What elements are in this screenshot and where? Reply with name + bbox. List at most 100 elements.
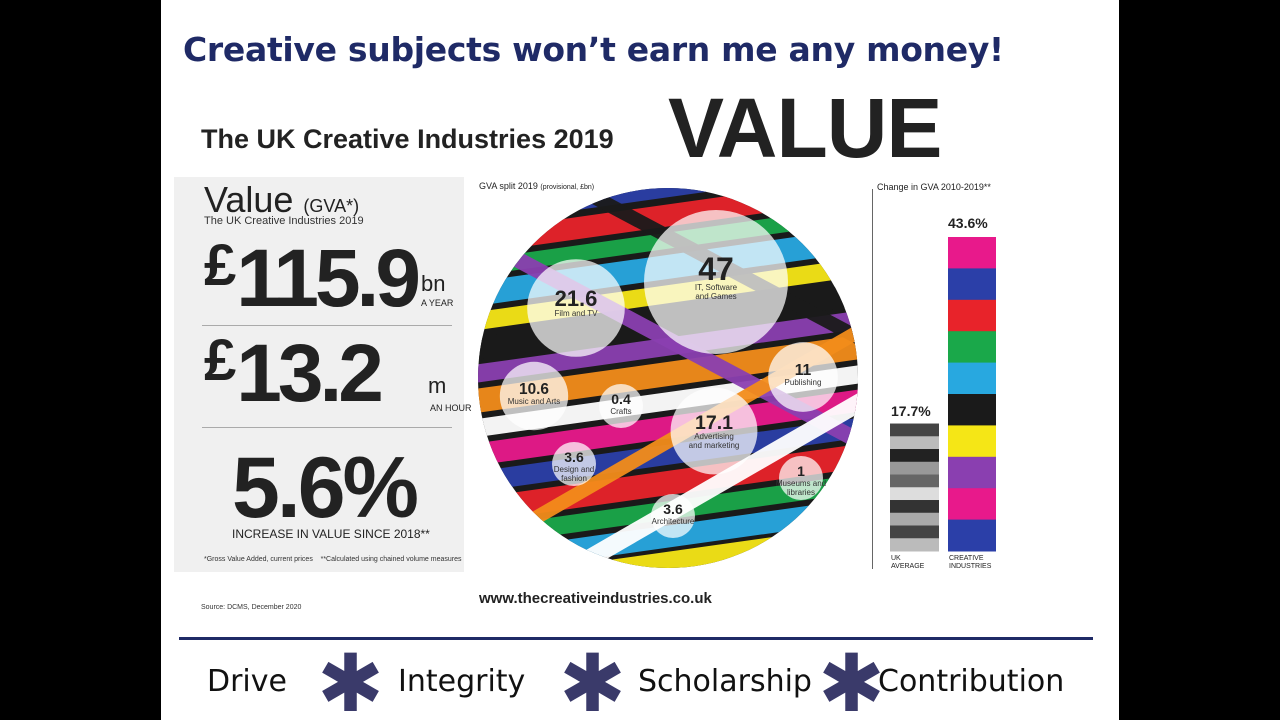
bar-segment xyxy=(948,425,996,458)
bubble-label: Crafts xyxy=(610,407,631,416)
bar-segment xyxy=(948,268,996,301)
bar-segment xyxy=(948,456,996,489)
divider xyxy=(202,427,452,428)
value-panel-title-suffix: (GVA*) xyxy=(303,196,360,216)
bubble-value: 3.6 xyxy=(663,501,683,517)
bar-segment xyxy=(948,488,996,521)
bubble xyxy=(552,442,596,486)
bubble-label: fashion xyxy=(561,474,587,483)
divider xyxy=(202,325,452,326)
change-bars xyxy=(890,237,996,552)
bubble xyxy=(651,494,695,538)
bubble-chart-title-note: (provisional, £bn) xyxy=(540,184,595,191)
bubble xyxy=(670,387,758,475)
bubble-value: 17.1 xyxy=(695,412,733,434)
slide-heading: Creative subjects won’t earn me any mone… xyxy=(183,30,1004,69)
bar xyxy=(948,237,996,552)
star-icon: ✱ xyxy=(559,639,627,720)
stripe xyxy=(478,317,858,568)
bar-segment xyxy=(890,474,939,488)
motto-contribution: Contribution xyxy=(878,664,1065,699)
bar-segment xyxy=(948,237,996,269)
bar-segment xyxy=(890,512,939,527)
bubble-label: Architecture xyxy=(652,517,695,526)
bubble xyxy=(768,342,838,412)
value-panel-subtitle: The UK Creative Industries 2019 xyxy=(204,215,364,227)
bar-category-uk: UK AVERAGE xyxy=(891,555,925,570)
bubble-label: and Games xyxy=(695,292,736,301)
website-link[interactable]: www.thecreativeindustries.co.uk xyxy=(479,590,712,607)
bar-segment xyxy=(890,538,939,552)
bar-segment xyxy=(890,436,939,450)
change-chart: Change in GVA 2010-2019** 17.7% 43.6% UK… xyxy=(871,177,1021,577)
value-panel: Value (GVA*) The UK Creative Industries … xyxy=(174,177,472,572)
slide-subtitle: The UK Creative Industries 2019 xyxy=(201,124,614,154)
stat-hourly: £13.2 xyxy=(204,327,384,421)
bar-segment xyxy=(948,362,996,395)
bubble xyxy=(644,210,788,354)
bubble-label: Museums and xyxy=(776,479,826,488)
change-chart-title: Change in GVA 2010-2019** xyxy=(877,182,991,192)
star-icon: ✱ xyxy=(317,639,385,720)
stat-increase-label: INCREASE IN VALUE SINCE 2018** xyxy=(232,527,430,541)
bar xyxy=(890,423,939,552)
stripe xyxy=(478,335,858,413)
motto-drive: Drive xyxy=(207,664,287,699)
slide: Creative subjects won’t earn me any mone… xyxy=(161,0,1119,720)
value-panel-title-main: Value xyxy=(204,179,294,220)
stat-yearly: £115.9 xyxy=(204,232,421,326)
bubble-chart-title: GVA split 2019 (provisional, £bn) xyxy=(479,181,594,191)
bar-segment xyxy=(890,487,939,501)
bar-segment xyxy=(948,331,996,364)
motto-scholarship: Scholarship xyxy=(638,664,812,699)
bar-segment xyxy=(890,423,939,437)
bubble-value: 21.6 xyxy=(555,286,598,311)
bubble-label: IT, Software xyxy=(695,283,738,292)
bubble-label: Advertising xyxy=(694,432,734,441)
bubble-label: and marketing xyxy=(689,441,740,450)
bubble-value: 3.6 xyxy=(564,449,584,465)
bar-category-creative: CREATIVE INDUSTRIES xyxy=(949,555,992,570)
stat-hourly-number: 13.2 xyxy=(236,328,384,419)
bubble-label: libraries xyxy=(787,488,815,497)
stat-increase-number: 5.6% xyxy=(232,440,419,536)
bubble-value: 11 xyxy=(795,362,812,379)
footnote-gva: *Gross Value Added, current prices xyxy=(204,556,313,563)
value-panel-title: Value (GVA*) xyxy=(204,179,359,221)
bar-segment xyxy=(890,449,939,463)
bubble-value: 10.6 xyxy=(519,381,549,398)
bar-value-label-creative: 43.6% xyxy=(948,215,988,231)
bubble xyxy=(779,456,823,500)
bubble-label: Film and TV xyxy=(555,309,599,318)
stat-yearly-unit-sub: A YEAR xyxy=(421,298,454,308)
bar-segment xyxy=(890,525,939,539)
source-note: Source: DCMS, December 2020 xyxy=(201,604,302,611)
stat-yearly-unit: bn xyxy=(421,271,446,296)
bar-segment xyxy=(890,461,939,476)
bubble-chart-title-main: GVA split 2019 xyxy=(479,181,538,191)
bubble-value: 47 xyxy=(698,251,734,287)
bubble xyxy=(499,361,569,431)
bubble-value: 0.4 xyxy=(611,391,631,407)
bar-segment xyxy=(948,299,996,332)
value-word: VALUE xyxy=(668,81,942,175)
bar-segment xyxy=(948,519,996,552)
footer-divider xyxy=(179,637,1093,640)
bubble xyxy=(599,384,643,428)
change-chart-divider xyxy=(872,189,873,569)
bubble-label: Publishing xyxy=(785,378,822,387)
bubble-value: 1 xyxy=(797,463,805,479)
footnote-chained: **Calculated using chained volume measur… xyxy=(320,556,462,563)
stripe xyxy=(490,442,858,520)
footnotes: *Gross Value Added, current prices **Cal… xyxy=(204,556,461,563)
bubble-label: Design and xyxy=(554,465,594,474)
bar-segment xyxy=(890,500,939,514)
bar-segment xyxy=(948,394,996,426)
star-icon: ✱ xyxy=(818,639,886,720)
motto-integrity: Integrity xyxy=(398,664,526,699)
stat-hourly-unit-sub: AN HOUR xyxy=(430,403,472,413)
currency-symbol: £ xyxy=(204,328,237,393)
bubble-label: Music and Arts xyxy=(508,397,560,406)
